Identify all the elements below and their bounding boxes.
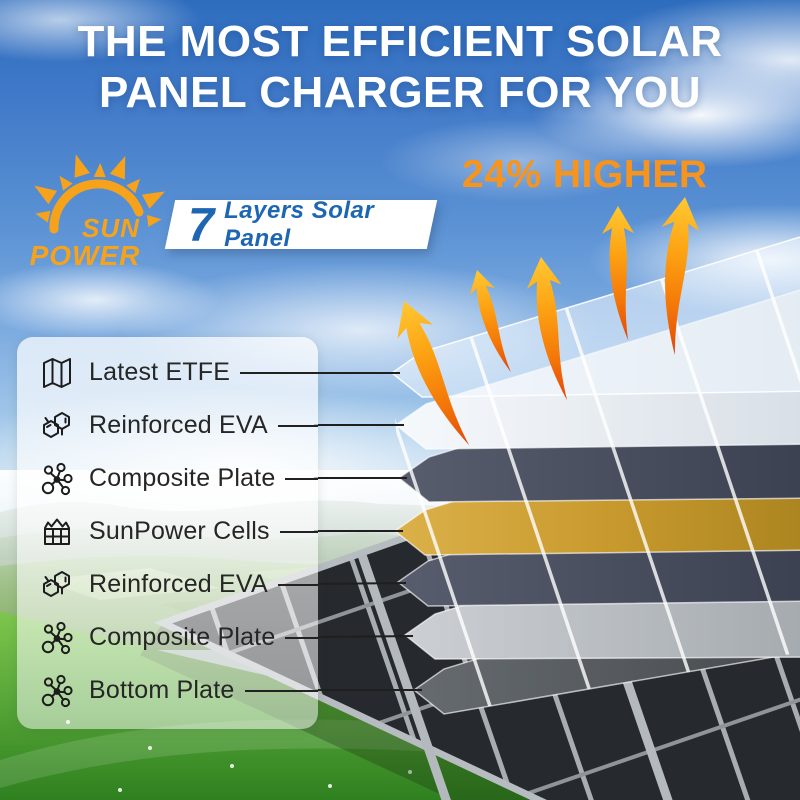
banner-label: Layers Solar Panel — [224, 196, 375, 252]
logo-text-power: POWER — [30, 240, 141, 271]
layer-label: Composite Plate — [89, 623, 276, 651]
layer-label: Reinforced EVA — [89, 411, 268, 439]
page-title: THE MOST EFFICIENT SOLAR PANEL CHARGER F… — [0, 16, 800, 118]
layer-stack — [390, 231, 800, 715]
solar-cell-icon — [39, 514, 75, 550]
etfe-film-icon — [39, 355, 75, 391]
seven-layers-banner: 7 Layers Solar Panel — [164, 197, 438, 252]
molecule-network-icon — [39, 620, 75, 656]
molecule-hex-icon — [39, 408, 75, 444]
layer-row: SunPower Cells — [17, 505, 318, 558]
logo-text-sun: SUN — [82, 213, 140, 243]
molecule-network-icon — [39, 673, 75, 709]
molecule-hex-icon — [39, 567, 75, 603]
sun-power-logo: SUN POWER — [30, 154, 166, 271]
sun-icon — [34, 154, 166, 234]
banner-number: 7 — [188, 198, 215, 251]
layer-row: Composite Plate — [17, 611, 318, 664]
layer-label: Composite Plate — [89, 464, 276, 492]
leader-lines — [313, 372, 422, 691]
title-line-1: THE MOST EFFICIENT SOLAR — [77, 17, 723, 66]
leader-line — [285, 477, 318, 480]
layer-label: Bottom Plate — [89, 676, 235, 704]
layer-row: Bottom Plate — [17, 664, 318, 717]
leader-line — [279, 530, 318, 533]
layer-etfe — [390, 236, 800, 398]
layers-legend-card: Latest ETFE Reinforced EVA Composite Pla… — [17, 337, 318, 729]
higher-efficiency-label: 24% HIGHER — [462, 153, 708, 196]
layer-row: Reinforced EVA — [17, 399, 318, 452]
leader-line — [277, 424, 318, 427]
layer-label: SunPower Cells — [89, 517, 270, 545]
leader-line — [244, 689, 318, 692]
leader-line — [240, 371, 318, 374]
layer-row: Reinforced EVA — [17, 558, 318, 611]
leader-line — [277, 583, 318, 586]
molecule-network-icon — [39, 461, 75, 497]
layer-label: Latest ETFE — [89, 358, 231, 386]
leader-line — [285, 636, 318, 639]
layer-row: Latest ETFE — [17, 346, 318, 399]
layer-row: Composite Plate — [17, 452, 318, 505]
layer-label: Reinforced EVA — [89, 570, 268, 598]
title-line-2: PANEL CHARGER FOR YOU — [98, 68, 702, 117]
